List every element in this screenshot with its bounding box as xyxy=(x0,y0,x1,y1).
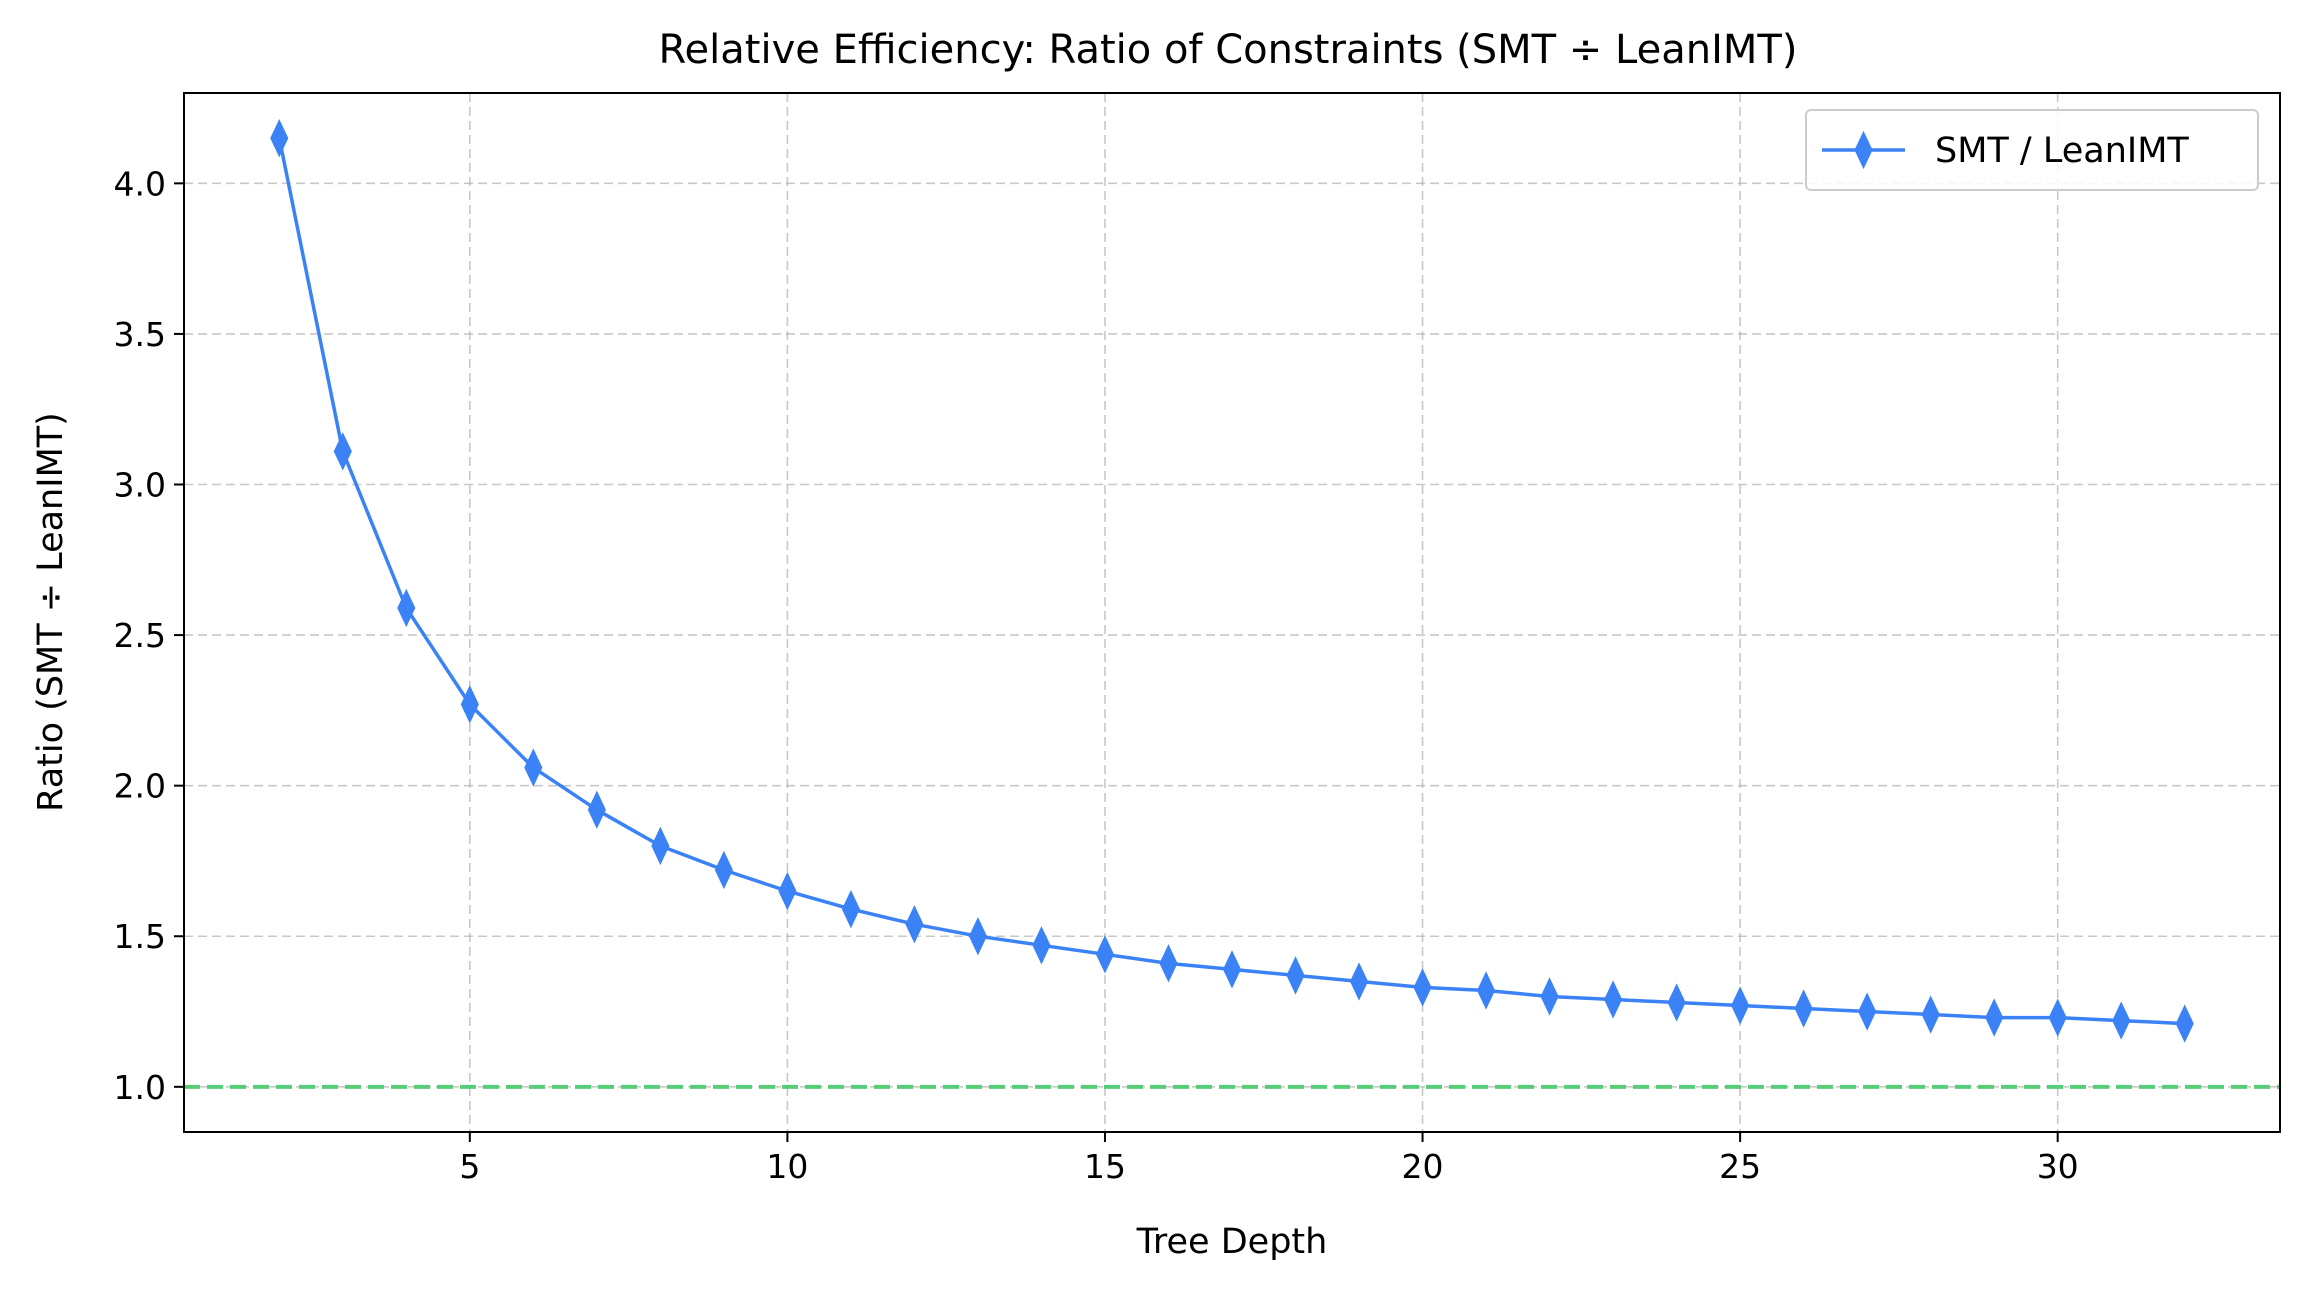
legend-box xyxy=(1805,109,2259,191)
legend: SMT / LeanIMT xyxy=(1805,109,2259,191)
x-tick-label: 30 xyxy=(2037,1147,2079,1186)
x-tick-label: 20 xyxy=(1402,1147,1444,1186)
y-axis-label: Ratio (SMT ÷ LeanIMT) xyxy=(31,412,71,812)
x-tick-label: 15 xyxy=(1084,1147,1126,1186)
data-point-marker xyxy=(1921,995,1940,1034)
chart-title: Relative Efficiency: Ratio of Constraint… xyxy=(659,27,1798,73)
data-point-marker xyxy=(1222,950,1242,989)
data-point-marker xyxy=(270,119,289,158)
x-axis-label: Tree Depth xyxy=(1136,1222,1328,1262)
data-point-marker xyxy=(1858,992,1877,1031)
y-tick-label: 4.0 xyxy=(114,164,166,203)
data-point-marker xyxy=(1540,977,1559,1016)
y-tick-label: 1.5 xyxy=(114,917,166,956)
grid-layer xyxy=(184,93,2280,1132)
data-point-marker xyxy=(1477,971,1496,1010)
data-point-marker xyxy=(1731,986,1750,1025)
data-point-marker xyxy=(333,432,352,471)
x-tick-label: 10 xyxy=(766,1147,808,1186)
y-tick-label: 2.0 xyxy=(114,767,166,806)
data-point-marker xyxy=(1604,980,1623,1019)
data-point-marker xyxy=(1794,989,1813,1028)
data-point-marker xyxy=(1286,956,1305,995)
data-point-marker xyxy=(1667,983,1686,1022)
plot-frame xyxy=(183,92,2281,1133)
data-point-marker xyxy=(1413,968,1432,1007)
data-point-marker xyxy=(1032,926,1051,965)
data-point-marker xyxy=(524,748,543,787)
data-point-marker xyxy=(2175,1004,2194,1043)
data-point-marker xyxy=(905,905,924,944)
y-tick-label: 1.0 xyxy=(114,1068,166,1107)
data-point-marker xyxy=(1159,944,1178,983)
data-point-marker xyxy=(841,889,860,929)
legend-marker-icon xyxy=(1854,130,1873,170)
series-line xyxy=(277,137,2185,1026)
data-point-marker xyxy=(714,850,733,890)
data-point-marker xyxy=(2112,1001,2131,1040)
y-tick-label: 3.5 xyxy=(114,315,166,354)
data-point-marker xyxy=(651,826,670,866)
tick-layer: 5 10 15 20 25 30 1.0 1.5 2.0 2.5 3.0 3.5 4.0 xyxy=(114,164,2079,1186)
data-point-marker xyxy=(1095,935,1115,974)
y-tick-label: 2.5 xyxy=(114,616,166,655)
legend-label: SMT / LeanIMT xyxy=(1935,131,2189,171)
data-point-marker xyxy=(2048,998,2067,1037)
data-point-marker xyxy=(397,588,416,628)
series-layer xyxy=(270,119,2194,1043)
x-tick-label: 5 xyxy=(459,1147,480,1186)
y-tick-label: 3.0 xyxy=(114,466,166,505)
data-point-marker xyxy=(1985,998,2004,1037)
x-tick-label: 25 xyxy=(1719,1147,1761,1186)
data-point-marker xyxy=(1349,962,1369,1001)
data-point-marker xyxy=(778,871,797,911)
data-point-marker xyxy=(460,685,479,724)
data-point-marker xyxy=(968,917,987,956)
data-point-marker xyxy=(587,790,606,829)
